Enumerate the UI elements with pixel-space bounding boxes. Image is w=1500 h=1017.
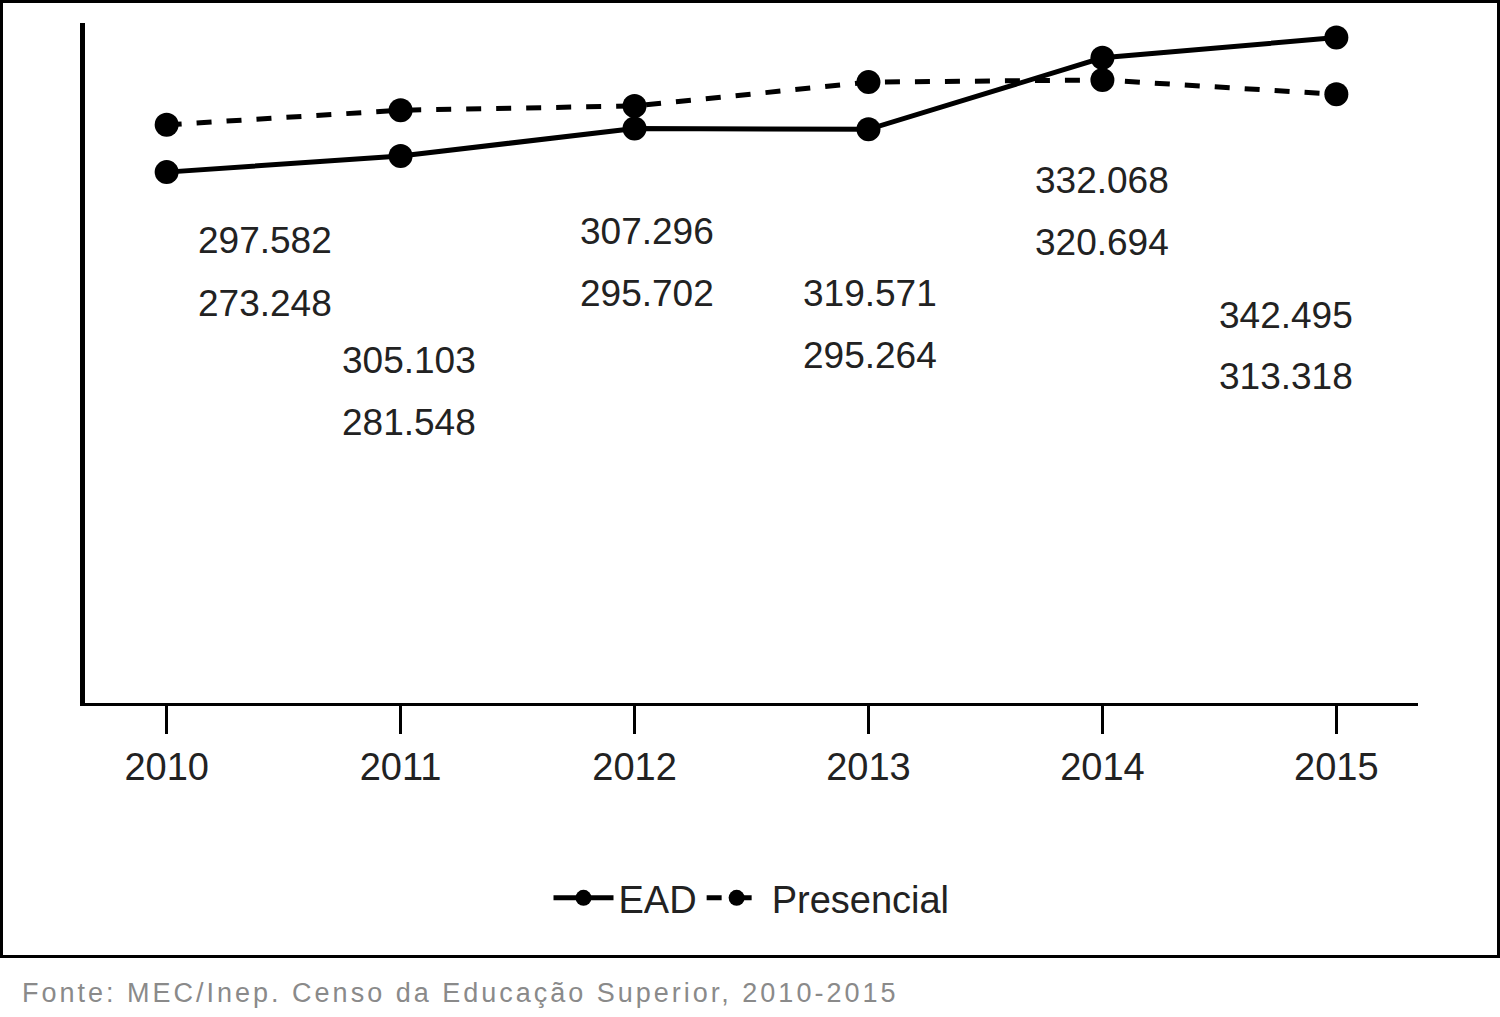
svg-text:Presencial: Presencial <box>772 879 949 921</box>
svg-text:273.248: 273.248 <box>198 283 332 324</box>
svg-text:305.103: 305.103 <box>342 340 476 381</box>
svg-text:EAD: EAD <box>619 879 697 921</box>
svg-text:281.548: 281.548 <box>342 402 476 443</box>
svg-text:2014: 2014 <box>1060 746 1145 788</box>
svg-text:319.571: 319.571 <box>803 273 937 314</box>
html-text:Fonte: MEC/Inep. Censo da Educ: Fonte: MEC/Inep. Censo da Educação Super… <box>22 978 899 1008</box>
svg-text:2012: 2012 <box>592 746 677 788</box>
svg-text:332.068: 332.068 <box>1035 160 1169 201</box>
svg-text:2015: 2015 <box>1294 746 1379 788</box>
svg-text:307.296: 307.296 <box>580 211 714 252</box>
svg-text:295.264: 295.264 <box>803 335 937 376</box>
svg-text:2010: 2010 <box>124 746 209 788</box>
svg-text:313.318: 313.318 <box>1219 356 1353 397</box>
svg-text:2013: 2013 <box>826 746 911 788</box>
svg-text:320.694: 320.694 <box>1035 222 1169 263</box>
svg-text:297.582: 297.582 <box>198 220 332 261</box>
svg-text:342.495: 342.495 <box>1219 295 1353 336</box>
svg-text:295.702: 295.702 <box>580 273 714 314</box>
svg-text:2011: 2011 <box>360 746 442 788</box>
